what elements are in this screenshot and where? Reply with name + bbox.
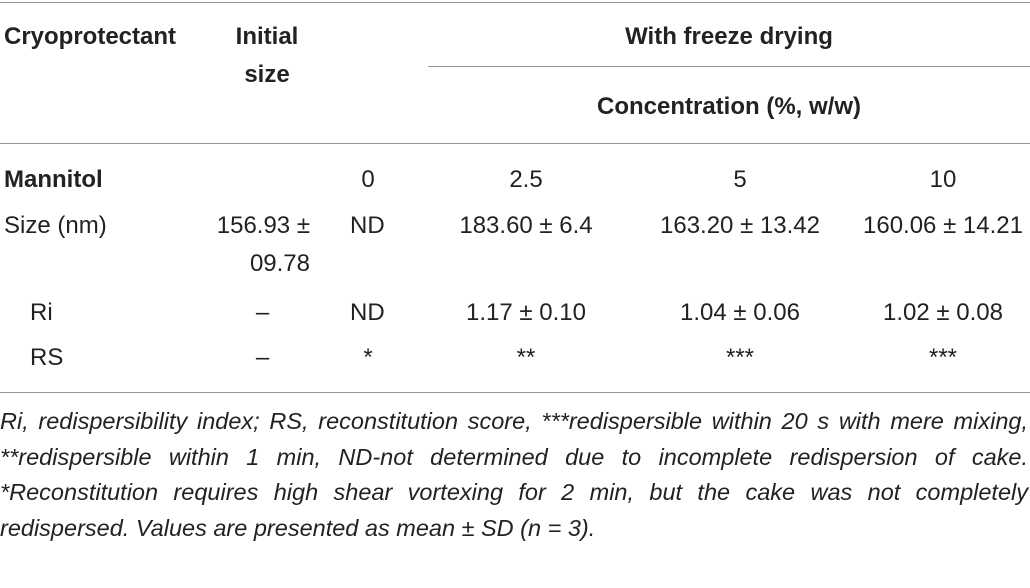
rule	[428, 66, 1030, 67]
header-cell: Initial size	[235, 23, 299, 88]
header-cell: With freeze drying	[625, 23, 833, 50]
table-cell: 5	[733, 166, 747, 193]
table-cell: 156.93 ± 09.78	[216, 212, 310, 277]
table-cell: ***	[928, 344, 958, 371]
table-cell: ND	[350, 212, 385, 239]
row-label: Mannitol	[4, 166, 103, 193]
table-cell: 2.5	[509, 166, 543, 193]
rule	[0, 2, 1030, 3]
rule	[0, 143, 1030, 144]
row-label: Ri	[30, 299, 53, 326]
table-cell: 10	[929, 166, 957, 193]
header-cell: Cryoprotectant	[4, 23, 177, 50]
table-cell: ***	[725, 344, 755, 371]
table-cell: ND	[350, 299, 385, 326]
table-cell: –	[255, 344, 270, 371]
table-cell: **	[516, 344, 536, 371]
table-cell: *	[363, 344, 373, 371]
table-cell: 1.02 ± 0.08	[883, 299, 1003, 326]
row-label: RS	[30, 344, 64, 371]
table-cell: 160.06 ± 14.21	[863, 212, 1023, 239]
rule	[0, 392, 1030, 393]
footnote: Ri, redispersibility index; RS, reconsti…	[0, 408, 1028, 541]
table-cell: 0	[361, 166, 375, 193]
table-cell: 163.20 ± 13.42	[660, 212, 820, 239]
table-cell: 1.04 ± 0.06	[680, 299, 800, 326]
row-label: Size (nm)	[4, 212, 107, 239]
table-cell: 1.17 ± 0.10	[466, 299, 586, 326]
table-cell: –	[255, 299, 270, 326]
table-cell: 183.60 ± 6.4	[459, 212, 593, 239]
header-cell: Concentration (%, w/w)	[597, 93, 861, 120]
